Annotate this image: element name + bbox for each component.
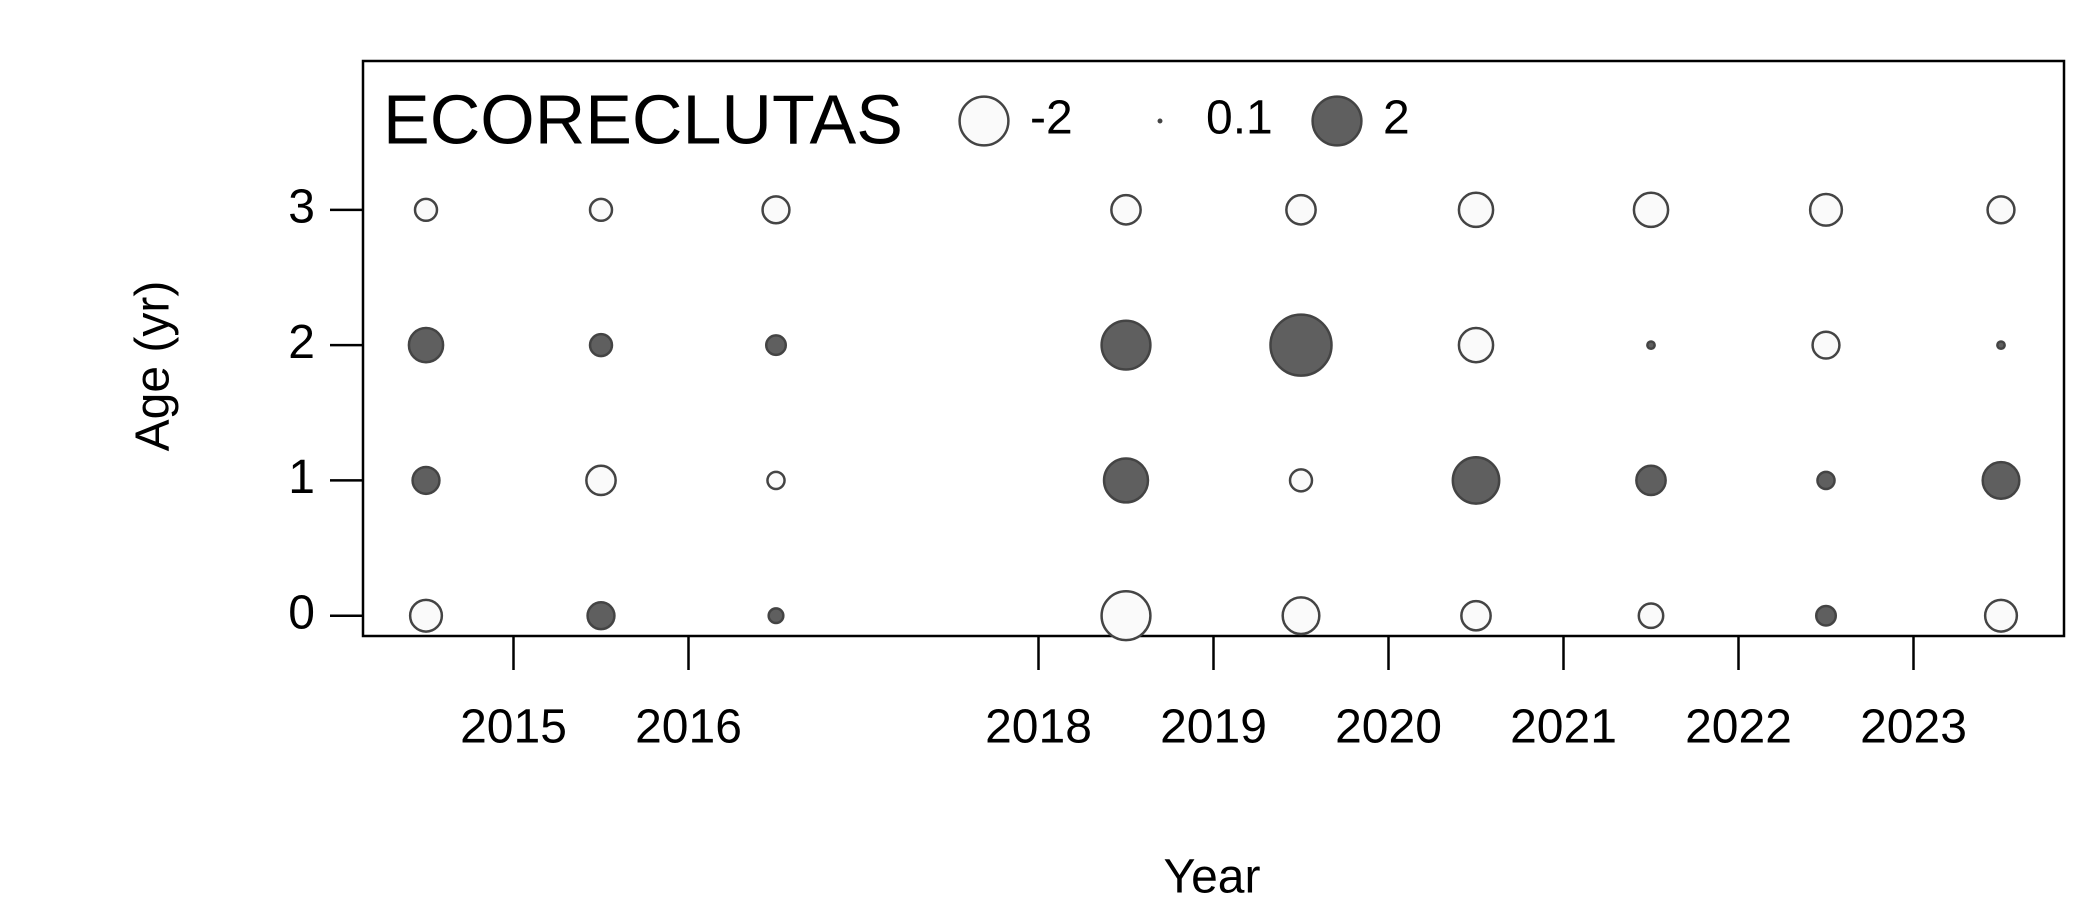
x-tick-label: 2016 <box>635 701 742 754</box>
y-tick-label: 3 <box>288 180 315 233</box>
bubble <box>1632 191 1670 229</box>
y-tick-label: 1 <box>288 451 315 504</box>
legend-label: 2 <box>1383 92 1410 145</box>
bubble <box>1637 602 1665 630</box>
bubble <box>411 465 441 496</box>
legend-label: -2 <box>1030 92 1073 145</box>
bubble <box>761 195 791 225</box>
bubble <box>764 334 788 357</box>
legend-label: 0.1 <box>1206 92 1273 145</box>
bubble <box>1100 590 1152 642</box>
bubble <box>1811 330 1841 360</box>
bubble <box>1457 191 1495 229</box>
x-tick-label: 2023 <box>1860 701 1967 754</box>
bubble <box>585 464 617 497</box>
bubble <box>588 332 614 358</box>
bubble <box>1460 599 1492 632</box>
bubble <box>1451 455 1501 505</box>
bubble <box>1646 340 1656 351</box>
bubble <box>1281 596 1321 636</box>
bubble <box>1110 193 1142 226</box>
x-tick-label: 2018 <box>985 701 1092 754</box>
bubble <box>1808 192 1844 227</box>
bubble <box>1816 470 1836 491</box>
bubble <box>1457 326 1495 364</box>
x-tick-label: 2015 <box>460 701 567 754</box>
bubble <box>408 598 444 633</box>
bubble <box>588 197 614 223</box>
legend-bubble <box>1157 118 1163 124</box>
bubble <box>766 470 786 491</box>
bubble <box>1981 460 2021 500</box>
bubble <box>1983 598 2019 633</box>
bubble <box>1100 319 1152 371</box>
bubble <box>1996 340 2006 351</box>
x-tick-label: 2022 <box>1685 701 1792 754</box>
bubble <box>1814 604 1838 627</box>
y-axis-title: Age (yr) <box>127 281 180 452</box>
legend-bubble <box>958 95 1010 147</box>
y-tick-label: 2 <box>288 316 315 369</box>
bubble <box>1288 468 1314 493</box>
legend-title: ECORECLUTAS <box>383 80 903 158</box>
bubble <box>407 326 445 364</box>
bubble <box>413 197 439 223</box>
bubble <box>767 607 785 625</box>
y-tick-label: 0 <box>288 586 315 639</box>
bubble <box>1285 193 1317 226</box>
bubble <box>1102 457 1150 504</box>
bubble <box>586 601 616 631</box>
bubble <box>1635 464 1667 497</box>
x-axis-title: Year <box>1164 851 1261 900</box>
bubble <box>1269 313 1333 377</box>
legend-bubble <box>1311 95 1363 147</box>
x-tick-label: 2019 <box>1160 701 1267 754</box>
bubble <box>1986 195 2016 225</box>
x-tick-label: 2020 <box>1335 701 1442 754</box>
x-tick-label: 2021 <box>1510 701 1617 754</box>
